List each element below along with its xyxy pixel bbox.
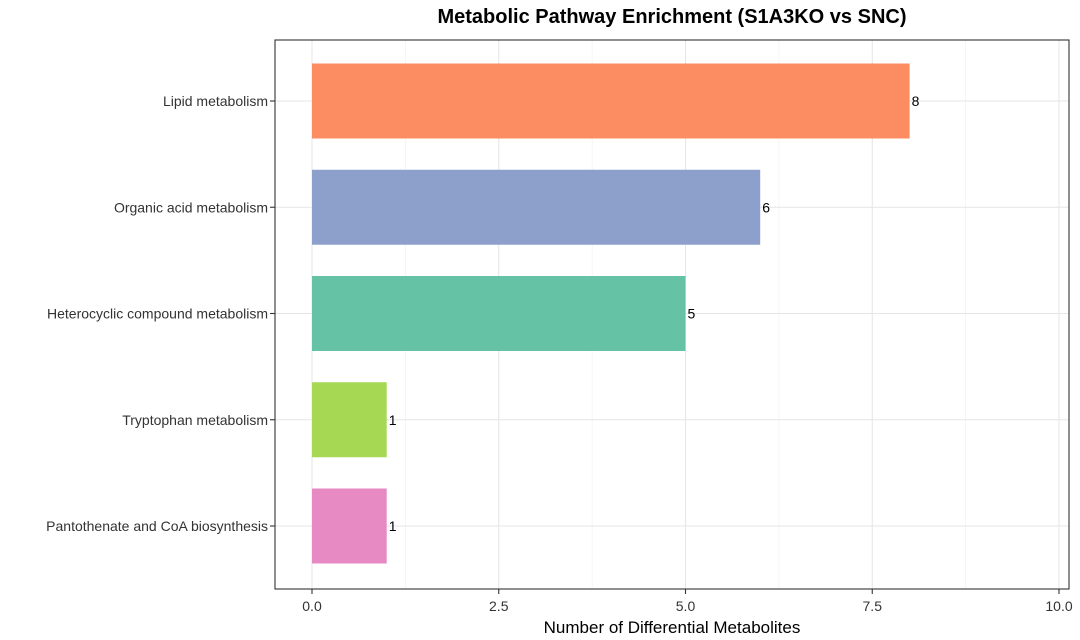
chart-title: Metabolic Pathway Enrichment (S1A3KO vs … <box>437 6 906 28</box>
x-tick-label: 5.0 <box>676 598 696 614</box>
x-tick-label: 7.5 <box>863 598 883 614</box>
y-tick-label: Organic acid metabolism <box>114 199 268 215</box>
bar <box>312 276 686 351</box>
bar-value-label: 1 <box>389 412 397 428</box>
bar-value-label: 1 <box>389 518 397 534</box>
plot-panel-border <box>274 39 1070 590</box>
bar <box>312 488 387 564</box>
x-tick-label: 10.0 <box>1045 598 1072 614</box>
y-tick-label: Heterocyclic compound metabolism <box>47 306 268 322</box>
y-tick-label: Pantothenate and CoA biosynthesis <box>46 518 268 534</box>
bars: 8 6 5 1 1 <box>312 63 920 564</box>
x-axis-title: Number of Differential Metabolites <box>544 618 801 637</box>
y-tick-label: Lipid metabolism <box>163 93 268 109</box>
bar-value-label: 8 <box>912 93 920 109</box>
bar <box>312 169 761 245</box>
bar <box>312 63 910 139</box>
x-tick-label: 2.5 <box>489 598 509 614</box>
x-tick-label: 0.0 <box>302 598 322 614</box>
bar <box>312 382 387 458</box>
bar-value-label: 6 <box>762 199 770 215</box>
y-tick-label: Tryptophan metabolism <box>122 412 268 428</box>
axes: Lipid metabolism Organic acid metabolism H… <box>46 93 1073 614</box>
bar-value-label: 5 <box>688 306 696 322</box>
